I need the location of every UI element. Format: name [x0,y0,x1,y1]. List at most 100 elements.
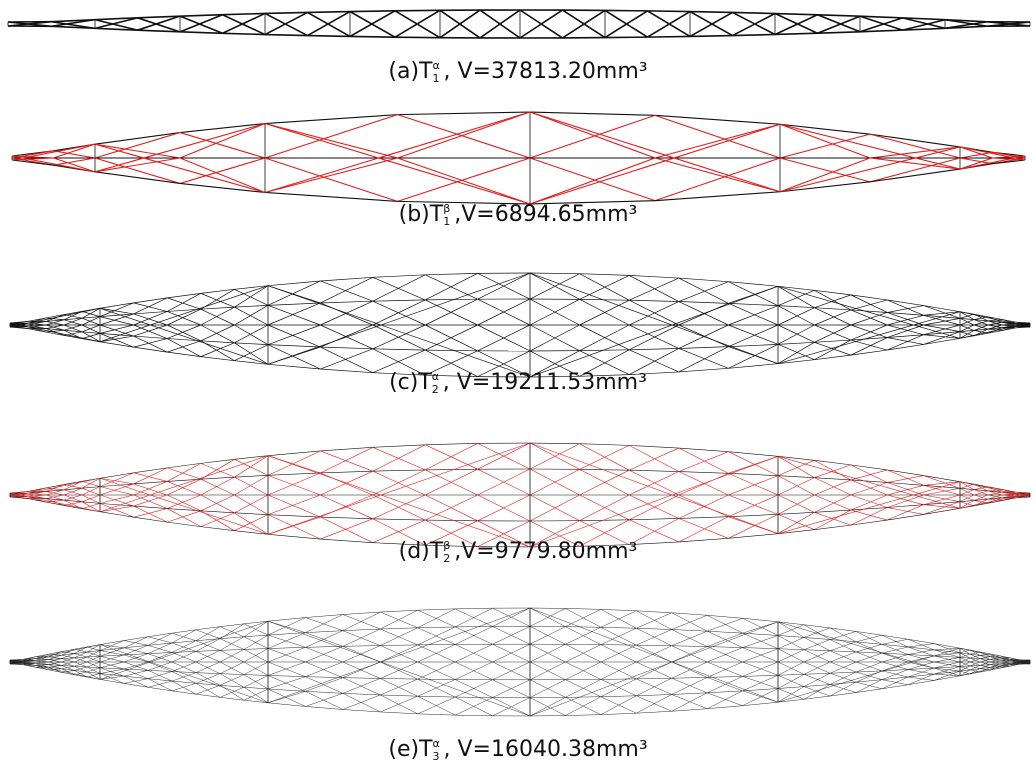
truss-member [100,506,134,512]
truss-member [134,473,168,482]
truss-member [134,339,168,348]
truss-member [148,645,172,652]
truss-member [743,618,778,622]
truss-member [887,482,923,495]
truss-member [960,158,993,164]
truss-member [530,622,778,716]
truss-member [818,15,861,32]
truss-member [425,520,477,521]
truss-member [636,711,671,713]
truss-member [679,448,729,473]
truss-member [180,158,265,192]
truss-member [180,15,223,32]
truss-member [10,645,100,664]
truss-member [830,673,856,682]
truss-member [960,484,974,488]
truss-member [778,637,804,648]
truss-member [220,687,244,697]
truss-member [100,484,134,495]
truss-member [743,618,778,635]
truss-member [629,300,679,301]
truss-member [167,522,201,527]
truss-member [265,35,308,36]
truss-member [100,336,134,342]
truss-member [196,673,220,674]
truss-member [234,289,268,305]
truss-member [418,696,455,697]
truss-member [305,646,342,647]
superscript: β [443,540,450,551]
subscript: 3 [433,751,440,762]
truss-member [100,676,124,679]
truss-member [373,300,425,301]
truss-member [167,298,201,309]
truss-member [201,527,235,531]
truss-member [268,703,305,707]
truss-member [629,518,679,519]
truss-member [980,657,990,659]
truss-member [305,631,342,648]
truss-member [100,342,134,347]
truss-member [196,683,220,697]
truss-member [887,495,923,508]
truss-member [814,460,850,465]
truss-member [870,158,960,182]
caption-label: (b) [399,202,430,227]
truss-member [124,637,148,648]
truss-member [778,290,814,305]
truss-member [882,685,908,689]
truss-member [380,678,417,679]
truss-member [672,631,707,646]
truss-member [629,348,679,349]
truss-member [95,144,265,192]
truss-member [580,274,630,300]
truss-member [856,652,882,653]
truss-member [728,514,778,516]
truss-member [61,666,74,669]
truss-member [201,511,235,513]
truss-member [580,275,630,299]
truss-member [425,445,477,469]
truss-member [775,33,818,34]
truss-member [320,277,372,281]
truss-member [87,673,100,677]
truss-member [220,675,244,686]
truss-member [343,629,380,631]
truss-member [814,495,850,510]
superscript: α [433,738,440,749]
truss-member [201,307,235,309]
truss-member [343,678,380,693]
truss-member [672,677,707,678]
truss-member [629,275,679,278]
truss-member [887,508,923,515]
truss-member [565,627,600,628]
truss-member [343,693,380,695]
truss-member [265,13,308,35]
truss-member [220,685,244,687]
truss-member [530,124,780,204]
truss-member [934,653,960,656]
truss-member [887,476,923,483]
truss-member [778,622,960,676]
truss-member [308,36,351,37]
truss-member [655,158,780,201]
truss-member [743,689,778,691]
truss-member [167,341,201,352]
superscript: α [432,60,439,71]
truss-member [814,478,850,495]
truss-member [908,639,934,643]
truss-member [201,289,235,293]
truss-member [265,12,308,34]
caption: (d)Tβ2,V=9779.80mm³ [0,537,1036,567]
truss-member [733,12,776,13]
truss-member [268,618,305,636]
truss-member [601,628,636,644]
truss-member [743,689,778,706]
truss-member [636,694,671,695]
truss-member [924,318,960,325]
truss-member [10,660,100,679]
truss-member [887,514,923,520]
caption-label: (e) [388,737,419,762]
truss-member [743,702,778,706]
